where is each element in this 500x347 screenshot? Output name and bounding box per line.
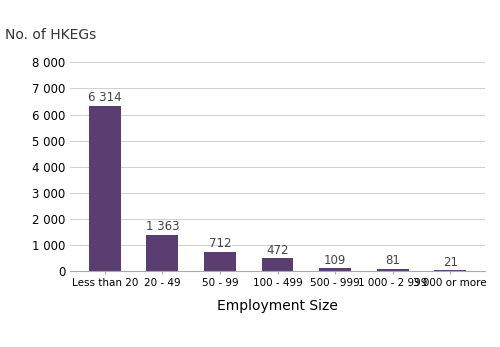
Text: 109: 109 [324,254,346,266]
Bar [89,106,120,271]
Bar [377,269,408,271]
Bar [262,259,294,271]
Bar [204,252,236,271]
Bar [146,235,178,271]
Text: 1 363: 1 363 [146,220,179,233]
Bar [434,270,466,271]
Text: 472: 472 [266,244,289,257]
Text: No. of HKEGs: No. of HKEGs [5,28,96,42]
Text: 712: 712 [208,237,231,250]
Text: 81: 81 [386,254,400,267]
Bar [320,268,351,271]
X-axis label: Employment Size: Employment Size [217,299,338,313]
Text: 21: 21 [443,256,458,269]
Text: 6 314: 6 314 [88,91,122,104]
